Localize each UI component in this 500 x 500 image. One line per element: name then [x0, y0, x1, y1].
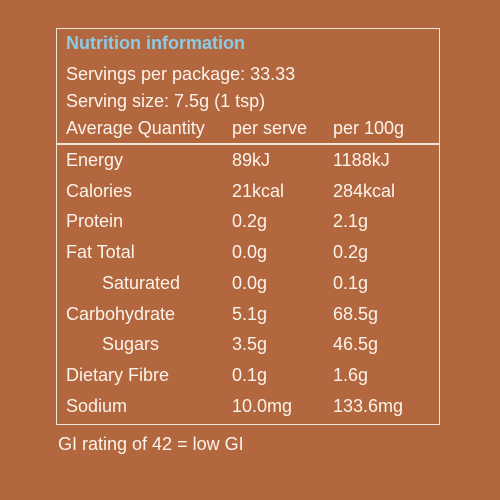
- column-header: per 100g: [333, 118, 405, 138]
- nutrient-name: Sugars: [102, 334, 160, 355]
- panel-border: [56, 28, 440, 425]
- nutrient-value: 0.0g: [232, 242, 268, 263]
- nutrient-value: 21kcal: [232, 180, 285, 201]
- nutrient-value: 1.6g: [333, 364, 369, 385]
- nutrient-value: 3.5g: [232, 334, 268, 355]
- title: Nutrition information: [66, 33, 245, 53]
- nutrient-value: 0.2g: [333, 242, 369, 263]
- nutrient-value: 1188kJ: [333, 150, 390, 170]
- nutrient-name: Saturated: [102, 272, 181, 293]
- nutrient-value: 0.1g: [333, 272, 369, 293]
- nutrient-value: 5.1g: [232, 303, 268, 324]
- nutrient-name: Energy: [66, 150, 124, 170]
- nutrient-name: Protein: [66, 211, 124, 232]
- footer: GI rating of 42 = low GI: [58, 434, 244, 454]
- nutrient-value: 0.2g: [232, 211, 268, 232]
- nutrient-value: 133.6mg: [333, 395, 404, 416]
- serving-size: Serving size: 7.5g (1 tsp): [66, 91, 266, 111]
- nutrient-value: 0.0g: [232, 272, 268, 293]
- divider: [56, 143, 440, 145]
- nutrient-value: 10.0mg: [232, 395, 293, 416]
- nutrient-value: 89kJ: [232, 150, 271, 170]
- servings: Servings per package: 33.33: [66, 64, 296, 84]
- nutrient-name: Dietary Fibre: [66, 364, 170, 385]
- nutrient-value: 284kcal: [333, 180, 396, 201]
- column-header: Average Quantity: [66, 118, 205, 138]
- nutrient-name: Calories: [66, 180, 133, 201]
- nutrient-value: 46.5g: [333, 334, 379, 355]
- nutrient-name: Fat Total: [66, 242, 135, 263]
- nutrient-name: Sodium: [66, 395, 128, 416]
- nutrient-value: 2.1g: [333, 211, 369, 232]
- nutrient-value: 0.1g: [232, 364, 268, 385]
- nutrient-value: 68.5g: [333, 303, 379, 324]
- nutrient-name: Carbohydrate: [66, 303, 176, 324]
- column-header: per serve: [232, 118, 308, 138]
